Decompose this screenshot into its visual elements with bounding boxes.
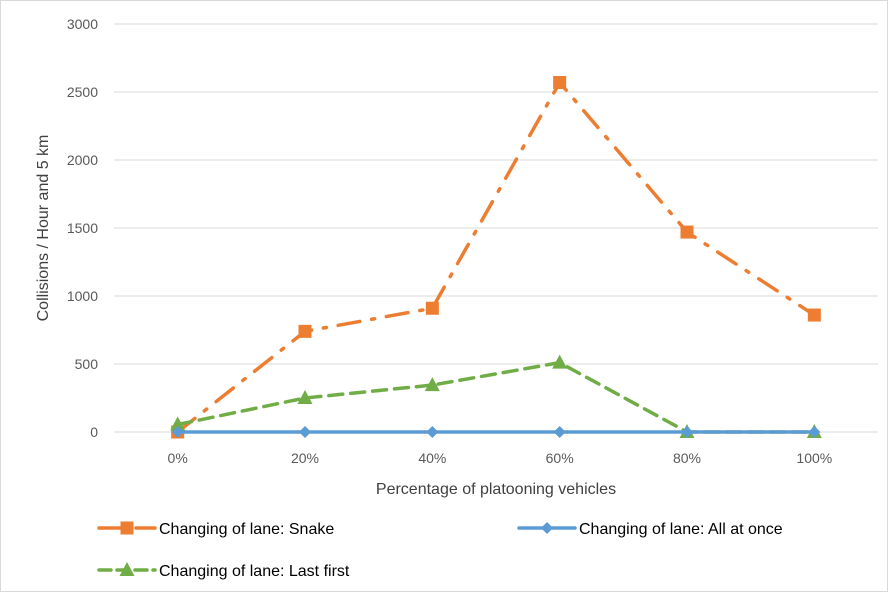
y-tick-label: 0 [90,424,98,440]
y-tick-label: 1500 [67,220,98,236]
gridlines [114,23,878,433]
legend-marker [541,522,553,534]
data-point [807,308,821,322]
x-tick-label: 60% [546,450,574,466]
legend-label: Changing of lane: Snake [159,521,334,538]
data-point [424,377,440,392]
data-point [552,354,568,369]
y-tick-label: 2000 [67,152,98,168]
legend-marker [119,562,135,576]
legend-label: Changing of lane: Last first [159,563,350,580]
data-point [170,416,186,431]
data-point [425,301,439,315]
series-layer [170,75,822,439]
legend-marker [120,521,134,535]
data-point [680,225,694,239]
y-axis-title: Collisions / Hour and 5 km [35,135,52,322]
data-point [299,426,311,438]
data-point [171,426,184,438]
y-tick-labels: 0 500 1000 1500 2000 2500 3000 [67,16,98,440]
x-axis-title: Percentage of platooning vehicles [376,481,616,498]
data-point [553,426,566,438]
legend: Changing of lane: Snake Changing of lane:… [97,521,783,580]
x-tick-label: 80% [673,450,701,466]
data-point [297,390,313,404]
series-line [175,80,817,434]
y-tick-label: 2500 [67,84,98,100]
data-point [808,426,821,438]
x-tick-label: 20% [291,450,319,466]
x-tick-label: 0% [168,450,188,466]
y-tick-label: 3000 [67,16,98,32]
data-point [681,426,693,438]
x-tick-labels: 0% 20% 40% 60% 80% 100% [168,450,833,466]
series-line [175,360,817,434]
data-point [426,426,439,438]
y-tick-label: 1000 [67,288,98,304]
x-tick-label: 100% [796,450,832,466]
legend-label: Changing of lane: All at once [579,521,783,538]
data-point [298,324,312,338]
data-point [553,75,567,89]
y-tick-label: 500 [75,356,99,372]
x-tick-label: 40% [418,450,446,466]
